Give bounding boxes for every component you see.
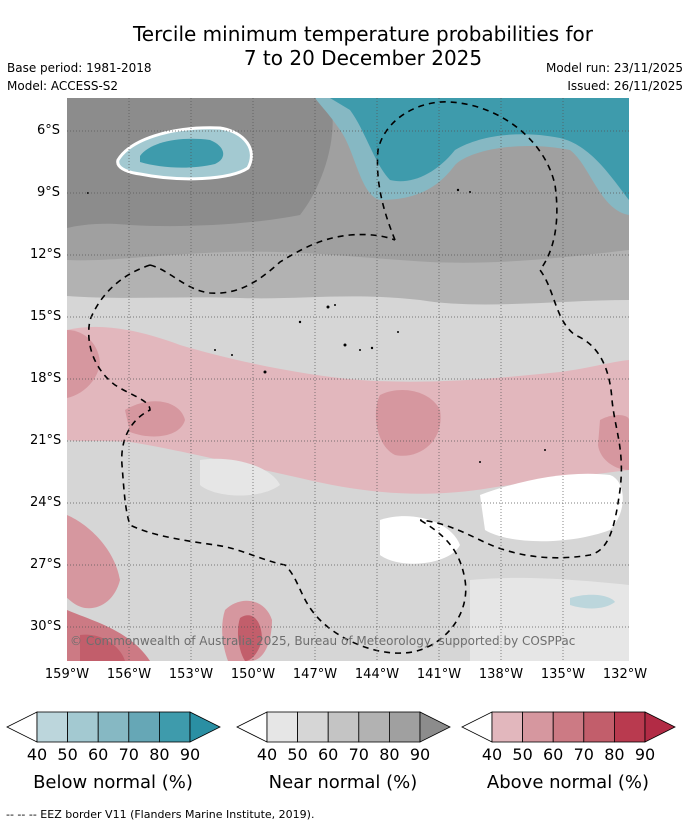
cbar-above-seg-1 — [491, 711, 524, 743]
cbar-above-seg-6 — [644, 711, 676, 743]
copyright-notice: © Commonwealth of Australia 2025, Bureau… — [70, 634, 576, 648]
cbar-above-seg-2 — [522, 711, 554, 743]
base-period: Base period: 1981-2018 — [7, 61, 152, 75]
colorbar-below — [6, 711, 221, 743]
cbar-near-seg-4 — [358, 711, 390, 743]
cbar-above-seg-0 — [461, 711, 493, 743]
island-markers — [87, 188, 546, 463]
lat-label: 27°S — [30, 557, 62, 572]
white-patch-c — [380, 516, 460, 564]
lat-label: 9°S — [36, 185, 60, 200]
lat-label: 21°S — [30, 433, 62, 448]
colorbar-near — [236, 711, 451, 743]
below-normal-core-ne — [330, 98, 629, 200]
above-normal-west — [67, 330, 100, 398]
lat-label: 12°S — [30, 247, 62, 262]
colorbar-legend — [6, 711, 676, 743]
lat-label: 15°S — [30, 309, 62, 324]
cbar-below-seg-0 — [6, 711, 38, 743]
near-normal-40-patch — [200, 458, 280, 496]
cbar-tick: 90 — [634, 745, 656, 764]
map-fields — [67, 98, 629, 661]
cbar-tick: 80 — [379, 745, 400, 764]
cbar-tick: 50 — [287, 745, 308, 764]
cbar-below-seg-6 — [189, 711, 221, 743]
below-normal-core-nw — [140, 138, 224, 168]
above-normal-sw3 — [80, 634, 125, 661]
lon-label: 135°W — [540, 667, 586, 682]
probability-map — [67, 98, 629, 661]
lon-label: 156°W — [106, 667, 152, 682]
above-normal-center — [375, 390, 441, 456]
cbar-tick: 40 — [26, 745, 48, 764]
cbar-below-seg-3 — [97, 711, 130, 743]
below-normal-title: Below normal (%) — [33, 772, 193, 793]
cbar-above-seg-4 — [583, 711, 615, 743]
colorbar-above — [461, 711, 676, 743]
cbar-above-seg-3 — [552, 711, 585, 743]
map-title: Tercile minimum temperature probabilitie… — [0, 22, 690, 70]
lat-label: 6°S — [36, 123, 60, 138]
cbar-tick: 60 — [88, 745, 109, 764]
lat-label: 18°S — [30, 371, 62, 386]
above-normal-w2 — [125, 401, 185, 437]
above-normal-title: Above normal (%) — [486, 772, 650, 793]
cbar-near-seg-1 — [266, 711, 299, 743]
eez-border-north — [149, 233, 396, 294]
lon-label: 159°W — [44, 667, 90, 682]
meta-right: Model run: 23/11/2025 Issued: 26/11/2025 — [546, 59, 683, 95]
meta-left: Base period: 1981-2018 Model: ACCESS-S2 — [7, 59, 152, 95]
above-normal-s2 — [237, 615, 262, 661]
cbar-near-seg-0 — [236, 711, 268, 743]
lon-label: 141°W — [416, 667, 462, 682]
issued-date: Issued: 26/11/2025 — [567, 79, 683, 93]
cbar-tick: 50 — [57, 745, 78, 764]
cbar-tick: 90 — [409, 745, 431, 764]
near-normal-40-south — [470, 577, 629, 661]
lon-label: 138°W — [478, 667, 524, 682]
lat-label: 24°S — [30, 495, 62, 510]
cbar-tick: 80 — [604, 745, 625, 764]
lat-label: 30°S — [30, 619, 62, 634]
cbar-tick: 70 — [573, 745, 594, 764]
near-normal-title: Near normal (%) — [268, 772, 418, 793]
model-run: Model run: 23/11/2025 — [545, 61, 683, 75]
cbar-tick: 80 — [149, 745, 170, 764]
lon-label: 147°W — [292, 667, 338, 682]
cbar-tick: 60 — [318, 745, 339, 764]
cbar-near-seg-3 — [327, 711, 360, 743]
above-normal-band — [67, 326, 629, 494]
cbar-near-seg-5 — [388, 711, 421, 743]
eez-border-east — [376, 101, 623, 559]
cbar-below-seg-5 — [158, 711, 191, 743]
cbar-near-seg-6 — [419, 711, 451, 743]
cbar-tick: 70 — [118, 745, 139, 764]
lon-label: 132°W — [602, 667, 648, 682]
graticule — [67, 98, 629, 661]
cbar-tick: 40 — [256, 745, 278, 764]
cbar-below-seg-4 — [128, 711, 160, 743]
cbar-tick: 90 — [179, 745, 201, 764]
white-patch-se — [480, 473, 623, 542]
lon-label: 153°W — [168, 667, 214, 682]
cbar-tick: 50 — [512, 745, 533, 764]
cbar-tick: 70 — [348, 745, 369, 764]
title-line-1: Tercile minimum temperature probabilitie… — [132, 22, 594, 46]
model-name: Model: ACCESS-S2 — [7, 79, 119, 93]
above-normal-sw — [67, 515, 120, 609]
cbar-near-seg-2 — [297, 711, 329, 743]
cbar-below-seg-2 — [67, 711, 99, 743]
below-normal-patch-se — [570, 594, 615, 609]
cbar-tick: 60 — [543, 745, 564, 764]
eez-footnote: -- -- -- EEZ border V11 (Flanders Marine… — [6, 808, 315, 821]
cbar-above-seg-5 — [614, 711, 646, 743]
lon-label: 144°W — [354, 667, 400, 682]
eez-border-west — [88, 264, 467, 654]
lon-label: 150°W — [230, 667, 276, 682]
cbar-below-seg-1 — [36, 711, 69, 743]
cbar-tick: 40 — [481, 745, 503, 764]
title-line-2: 7 to 20 December 2025 — [243, 46, 483, 70]
